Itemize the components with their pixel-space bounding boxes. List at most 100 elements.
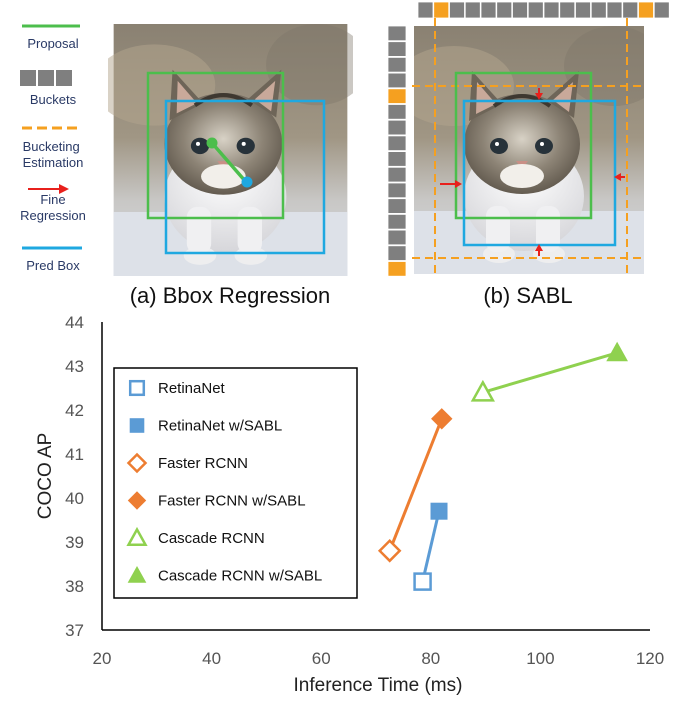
bucket-swatch (56, 70, 72, 86)
legend-marker (126, 452, 148, 474)
selected-bucket (433, 1, 450, 19)
y-tick-labels: 37 38 39 40 41 42 43 44 (65, 313, 84, 640)
legend-bucketing-label-line2: Estimation (23, 155, 84, 170)
pred-center-dot (241, 176, 253, 188)
y-tick-label: 37 (65, 621, 84, 640)
bucket (387, 72, 407, 89)
legend-marker (126, 526, 148, 547)
legend-fine-regression: Fine Regression (20, 184, 86, 223)
series-connections (388, 351, 618, 582)
data-markers (377, 341, 628, 591)
data-point-marker (606, 341, 628, 362)
y-axis-title: COCO AP (35, 433, 56, 520)
bucket (387, 41, 407, 57)
y-tick-label: 40 (65, 489, 84, 508)
legend-series-label: Faster RCNN w/SABL (158, 493, 306, 510)
legend-series-label: Faster RCNN (158, 455, 248, 472)
fine-arrow-right (614, 173, 625, 181)
proposal-box (146, 71, 285, 220)
bucket (387, 166, 407, 183)
legend-marker (129, 418, 145, 433)
legend-proposal-label: Proposal (27, 36, 78, 51)
chart: 37 38 39 40 41 42 43 44 20 40 60 80 100 120 Inferenc… (35, 313, 664, 696)
y-tick-label: 42 (65, 401, 84, 420)
top-legend: Proposal Buckets Bucketing Estimation Fi… (20, 24, 86, 273)
selected-bucket (638, 1, 654, 19)
chart-legend-box (113, 367, 358, 599)
x-tick-label: 40 (202, 649, 221, 668)
data-point-marker (430, 502, 448, 520)
data-point-marker (413, 572, 432, 591)
arrow-head-icon (59, 184, 69, 194)
bucket (543, 1, 560, 19)
bucket (417, 1, 434, 19)
arrow-right-icon (455, 180, 462, 188)
bucket (512, 1, 528, 19)
series-connection-line (482, 351, 618, 394)
bucket (449, 1, 465, 19)
regression-offset-line (210, 141, 248, 184)
arrow-left-icon (614, 173, 621, 181)
bucket (559, 1, 576, 19)
bucket (387, 198, 407, 214)
bucket (464, 1, 481, 19)
legend-buckets-label: Buckets (30, 92, 77, 107)
legend-bucketing: Bucketing Estimation (22, 126, 84, 170)
fine-arrow-bottom (535, 244, 543, 256)
panel-b-caption: (b) SABL (483, 283, 572, 308)
fine-arrow-left (440, 180, 462, 188)
side-buckets-column (387, 25, 407, 277)
series-connection-line (388, 418, 444, 552)
x-tick-label: 100 (526, 649, 554, 668)
bucket (387, 245, 407, 261)
y-tick-label: 39 (65, 533, 84, 552)
legend-marker (127, 491, 147, 510)
panel-a-caption: (a) Bbox Regression (130, 283, 331, 308)
legend-buckets: Buckets (20, 70, 77, 107)
bucket (496, 1, 513, 19)
legend-series-label: Cascade RCNN w/SABL (158, 568, 322, 585)
bucket (387, 213, 407, 230)
legend-pred-label: Pred Box (26, 258, 80, 273)
panel-b: (b) SABL (387, 1, 670, 308)
bucket (653, 1, 670, 19)
svg-text:Bucketing Estimation: Bucketing Estimation (23, 139, 84, 170)
bucket (387, 119, 407, 136)
data-point-marker (431, 408, 453, 430)
legend-bucketing-label: Bucketing (23, 139, 80, 154)
bucket (387, 57, 407, 73)
bucket (590, 1, 607, 19)
bucket (387, 104, 407, 120)
data-point-marker (470, 379, 495, 402)
kitten-photo-a (93, 24, 367, 276)
legend-fine-label: Fine Regression (20, 192, 86, 223)
bucket (575, 1, 591, 19)
panel-a: (a) Bbox Regression (93, 24, 367, 308)
chart-legend: RetinaNet RetinaNet w/SABL Faster RCNN Fast… (126, 379, 322, 585)
x-tick-label: 20 (93, 649, 112, 668)
top-buckets-row (417, 1, 670, 19)
bucket (622, 1, 639, 19)
x-axis-title: Inference Time (ms) (294, 675, 463, 696)
legend-proposal: Proposal (22, 24, 80, 51)
x-tick-label: 80 (421, 649, 440, 668)
bucket (387, 135, 407, 151)
bucket-swatch (20, 70, 36, 86)
legend-series-label: RetinaNet (158, 380, 226, 397)
selected-bucket (387, 261, 407, 277)
bucket (387, 182, 407, 199)
x-tick-label: 120 (636, 649, 664, 668)
legend-marker (127, 565, 147, 583)
x-tick-label: 60 (312, 649, 331, 668)
bucket (480, 1, 497, 19)
bucket (606, 1, 623, 19)
proposal-box (454, 71, 593, 220)
bucket (527, 1, 544, 19)
y-tick-label: 41 (65, 445, 84, 464)
fine-regression-arrows (440, 88, 625, 256)
bucket (387, 25, 407, 42)
selected-bucket (387, 88, 407, 104)
pred-box (164, 99, 326, 255)
x-tick-labels: 20 40 60 80 100 120 (93, 649, 665, 668)
